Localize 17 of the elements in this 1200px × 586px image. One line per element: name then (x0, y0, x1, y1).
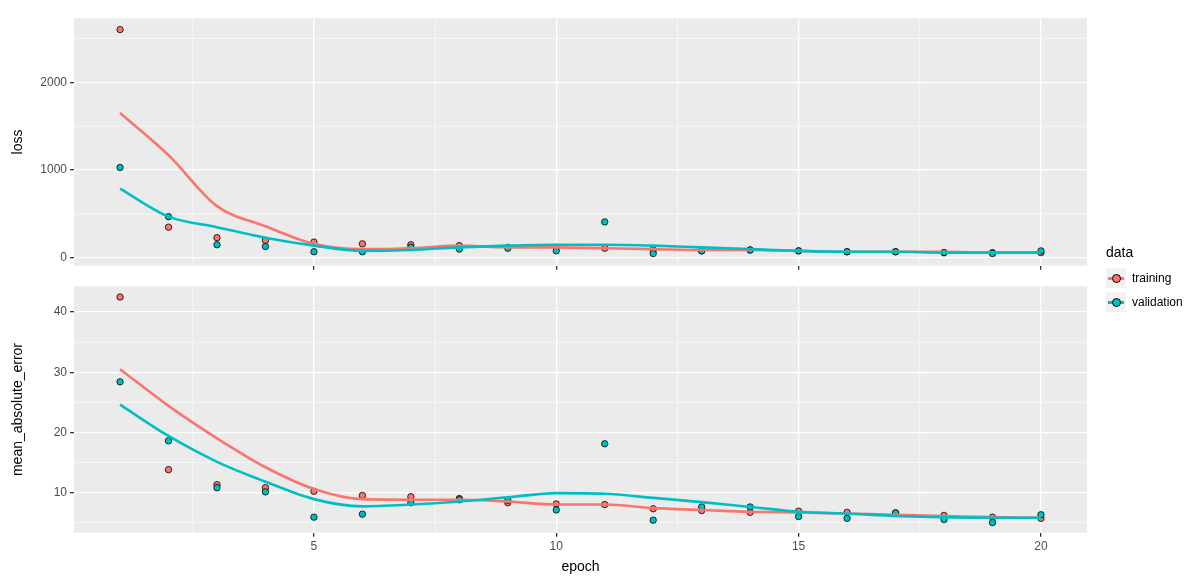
y-tick-label: 40 (53, 304, 68, 319)
legend-title: data (1106, 244, 1135, 260)
x-tick-label: 5 (310, 539, 318, 554)
y-tick-label: 1000 (40, 162, 68, 177)
legend-label: validation (1132, 295, 1183, 309)
x-tick-label: 20 (1034, 539, 1048, 554)
y-tick-label: 2000 (40, 74, 68, 89)
x-tick-label: 15 (791, 539, 806, 554)
y-tick-label: 20 (53, 424, 68, 439)
y-tick-label: 10 (53, 484, 68, 499)
legend-label: training (1132, 271, 1172, 285)
x-tick-label: 10 (549, 539, 564, 554)
y-tick-label: 30 (53, 364, 68, 379)
y-axis-title: mean_absolute_error (9, 342, 26, 477)
y-axis-title: loss (9, 129, 26, 155)
y-tick-label: 0 (60, 250, 68, 265)
x-axis-title: epoch (561, 558, 600, 575)
